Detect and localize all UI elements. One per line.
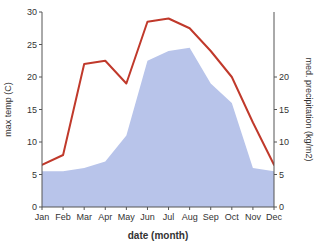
y2-axis-label: med. precipitation (kg/m2) (304, 57, 314, 161)
x-tick-label: May (118, 212, 136, 222)
x-axis-label: date (month) (128, 230, 189, 241)
y-tick-label: 30 (27, 7, 37, 17)
y2-tick (274, 174, 277, 175)
y-tick-label: 0 (32, 202, 37, 212)
precipitation-area (42, 48, 274, 207)
x-tick (168, 207, 169, 210)
x-tick (252, 207, 253, 210)
x-tick (231, 207, 232, 210)
y-tick (39, 44, 42, 45)
x-tick (210, 207, 211, 210)
x-tick-label: Oct (225, 212, 240, 222)
x-tick-label: Feb (55, 212, 71, 222)
x-tick-label: Jun (140, 212, 155, 222)
x-tick (84, 207, 85, 210)
y2-tick-label: 15 (279, 105, 289, 115)
y-tick (39, 12, 42, 13)
x-tick (105, 207, 106, 210)
y-tick-label: 15 (27, 105, 37, 115)
x-tick-label: Mar (76, 212, 92, 222)
y-tick (39, 77, 42, 78)
x-tick-label: Nov (245, 212, 262, 222)
x-tick-label: Jul (163, 212, 175, 222)
y2-tick (274, 77, 277, 78)
x-tick (189, 207, 190, 210)
y2-tick-label: 0 (279, 202, 284, 212)
plot-area (42, 19, 274, 208)
y-tick (39, 142, 42, 143)
y2-tick-label: 5 (279, 170, 284, 180)
x-tick (126, 207, 127, 210)
y-tick (39, 109, 42, 110)
x-axis-line (42, 207, 274, 208)
y2-tick (274, 109, 277, 110)
x-tick-label: Dec (266, 212, 283, 222)
x-tick-label: Jan (35, 212, 50, 222)
y-tick-label: 20 (27, 72, 37, 82)
y2-tick (274, 142, 277, 143)
y-tick (39, 174, 42, 175)
x-tick-label: Sep (203, 212, 219, 222)
x-tick-label: Aug (182, 212, 198, 222)
y2-tick (274, 207, 277, 208)
chart: JanFebMarAprMayJunJulAugSepOctNovDec0510… (0, 0, 318, 247)
x-tick (63, 207, 64, 210)
y2-tick-label: 10 (279, 137, 289, 147)
y-tick (39, 207, 42, 208)
y-tick-label: 10 (27, 137, 37, 147)
y2-tick-label: 20 (279, 72, 289, 82)
y-tick-label: 5 (32, 170, 37, 180)
temperature-line (42, 19, 274, 165)
y-axis-label: max temp (C) (3, 82, 13, 137)
y-tick-label: 25 (27, 40, 37, 50)
x-tick (147, 207, 148, 210)
x-tick-label: Apr (98, 212, 112, 222)
